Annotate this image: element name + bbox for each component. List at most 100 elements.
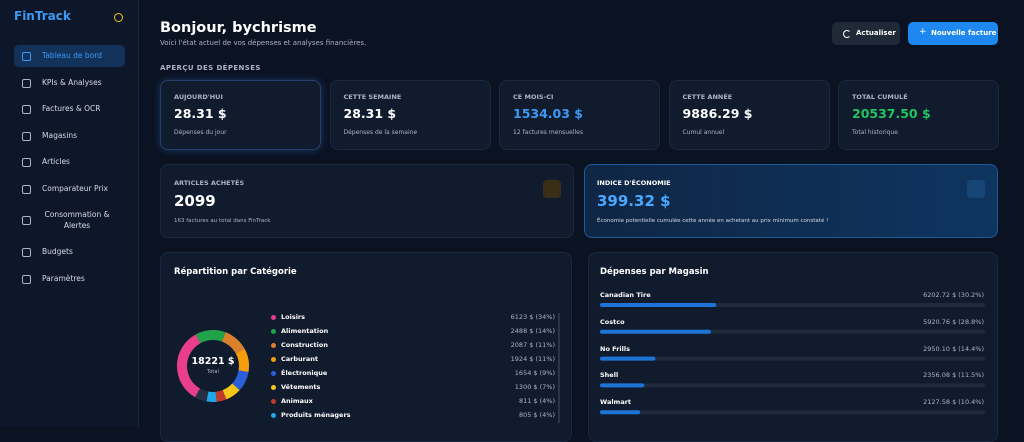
nav-label: KPIs & Analyses: [42, 78, 102, 87]
nav-label: Comparateur Prix: [42, 184, 108, 193]
nav-item[interactable]: Articles: [14, 151, 125, 173]
panel-title: Répartition par Catégorie: [174, 267, 297, 277]
kpi-label: AUJOURD'HUI: [174, 93, 223, 101]
donut-total: 18221 $: [191, 356, 235, 367]
nav-icon: [22, 52, 31, 61]
bar: [600, 329, 711, 334]
store-value: 2127.58 $ (10.4%): [923, 398, 984, 407]
nav-label: Tableau de bord: [42, 51, 102, 60]
nav-icon: [22, 158, 31, 167]
bar-track: [600, 410, 985, 415]
legend-label: Animaux: [281, 397, 313, 405]
legend-dot: [271, 329, 276, 334]
kpi-card: CETTE SEMAINE 28.31 $ Dépenses de la semai…: [329, 80, 491, 150]
kpi-value: 1534.03 $: [513, 106, 583, 121]
highlight-label: ARTICLES ACHETÉS: [174, 179, 245, 187]
legend-dot: [271, 343, 276, 348]
kpi-label: CETTE SEMAINE: [343, 93, 402, 101]
category-panel: Répartition par Catégorie Loisirs 6123 $ (…: [160, 252, 572, 442]
legend-dot: [271, 385, 276, 390]
theme-toggle[interactable]: [114, 13, 123, 22]
store-name: Costco: [600, 317, 625, 326]
refresh-button[interactable]: Actualiser: [832, 22, 900, 45]
plus-icon: +: [919, 27, 927, 37]
page-title: Bonjour, bychrisme: [160, 20, 317, 36]
highlight-note: Économie potentielle cumulée cette année…: [597, 218, 829, 224]
kpi-card: CETTE ANNÉE 9886.29 $ Cumul annuel: [668, 80, 830, 150]
page: FinTrack Tableau de bord KPIs & Analyses Fa…: [0, 0, 999, 442]
sidebar: FinTrack Tableau de bord KPIs & Analyses Fa…: [0, 0, 139, 427]
new-invoice-button[interactable]: Nouvelle facture +: [908, 22, 998, 45]
kpi-card: TOTAL CUMULÉ 20537.50 $ Total historique: [838, 80, 999, 150]
nav-item[interactable]: Consommation & Alertes: [14, 209, 125, 231]
nav-label: Factures & OCR: [42, 104, 101, 113]
nav-label: Paramètres: [42, 274, 85, 283]
legend-label: Électronique: [281, 369, 328, 377]
kpi-note: Total historique: [852, 129, 898, 136]
kpi-card: CE MOIS-CI 1534.03 $ 12 factures mensuelle…: [499, 80, 660, 150]
section-title: APERÇU DES DÉPENSES: [160, 64, 261, 72]
kpi-value: 9886.29 $: [682, 106, 753, 121]
store-value: 5920.76 $ (28.8%): [923, 317, 984, 326]
kpi-note: Dépenses du jour: [174, 129, 227, 136]
nav-item[interactable]: Factures & OCR: [14, 98, 125, 120]
donut-segment: [177, 330, 249, 402]
page-subtitle: Voici l'état actuel de vos dépenses et a…: [160, 39, 367, 47]
refresh-icon: [843, 30, 851, 38]
nav-item[interactable]: Paramètres: [14, 268, 125, 290]
panel-title: Dépenses par Magasin: [600, 267, 709, 277]
kpi-card: AUJOURD'HUI 28.31 $ Dépenses du jour: [160, 80, 321, 150]
bar: [600, 356, 656, 361]
highlight-value: 399.32 $: [597, 192, 671, 210]
piggy-icon: [967, 180, 985, 198]
nav-label: Articles: [42, 157, 70, 166]
kpi-note: 12 factures mensuelles: [513, 129, 583, 136]
store-value: 6202.72 $ (30.2%): [923, 291, 984, 299]
savings-card: INDICE D'ÉCONOMIE 399.32 $ Économie potent…: [584, 164, 998, 238]
legend-label: Carburant: [281, 355, 318, 363]
donut-caption: Total: [207, 369, 219, 375]
legend-dot: [271, 399, 276, 404]
nav-item[interactable]: KPIs & Analyses: [14, 72, 125, 94]
kpi-value: 28.31 $: [174, 106, 227, 121]
legend-label: Construction: [281, 341, 328, 349]
nav-icon: [22, 132, 31, 141]
nav-icon: [22, 79, 31, 88]
store-bars: [600, 303, 985, 415]
store-name: Walmart: [600, 398, 632, 407]
nav-item[interactable]: Budgets: [14, 241, 125, 263]
legend-value: 2087 $ (11%): [510, 341, 555, 349]
legend-label: Loisirs: [281, 313, 306, 321]
nav-item[interactable]: Comparateur Prix: [14, 178, 125, 200]
button-label: Actualiser: [856, 29, 896, 37]
legend-dot: [271, 371, 276, 376]
nav-icon: [22, 275, 31, 284]
store-value: 2950.10 $ (14.4%): [923, 344, 984, 353]
legend-label: Vêtements: [281, 383, 321, 391]
legend-value: 1300 $ (7%): [514, 383, 555, 391]
nav-label: Budgets: [42, 247, 73, 256]
bar-track: [600, 383, 985, 388]
bar: [600, 303, 717, 307]
highlight-label: INDICE D'ÉCONOMIE: [597, 179, 671, 187]
nav-item[interactable]: Magasins: [14, 125, 125, 147]
kpi-label: CE MOIS-CI: [513, 93, 554, 101]
store-name: No Frills: [600, 344, 630, 353]
legend-value: 1924 $ (11%): [510, 355, 555, 363]
nav-icon: [22, 216, 31, 225]
nav-label: Magasins: [42, 131, 78, 140]
kpi-label: CETTE ANNÉE: [682, 93, 733, 101]
store-value: 2356.08 $ (11.5%): [923, 371, 984, 380]
store-name: Canadian Tire: [600, 291, 651, 299]
cart-icon: [543, 180, 561, 198]
legend-label: Produits ménagers: [281, 411, 351, 419]
legend-value: 6123 $ (34%): [510, 313, 555, 321]
kpi-note: Dépenses de la semaine: [343, 129, 418, 136]
legend-value: 2488 $ (14%): [510, 327, 555, 335]
legend-label: Alimentation: [281, 327, 329, 335]
nav-item[interactable]: Tableau de bord: [14, 45, 125, 67]
bar-track: [600, 356, 985, 361]
store-panel: Dépenses par Magasin Canadian Tire 6202.72…: [588, 252, 998, 442]
legend-dot: [271, 315, 276, 320]
donut-segment: [177, 330, 249, 402]
